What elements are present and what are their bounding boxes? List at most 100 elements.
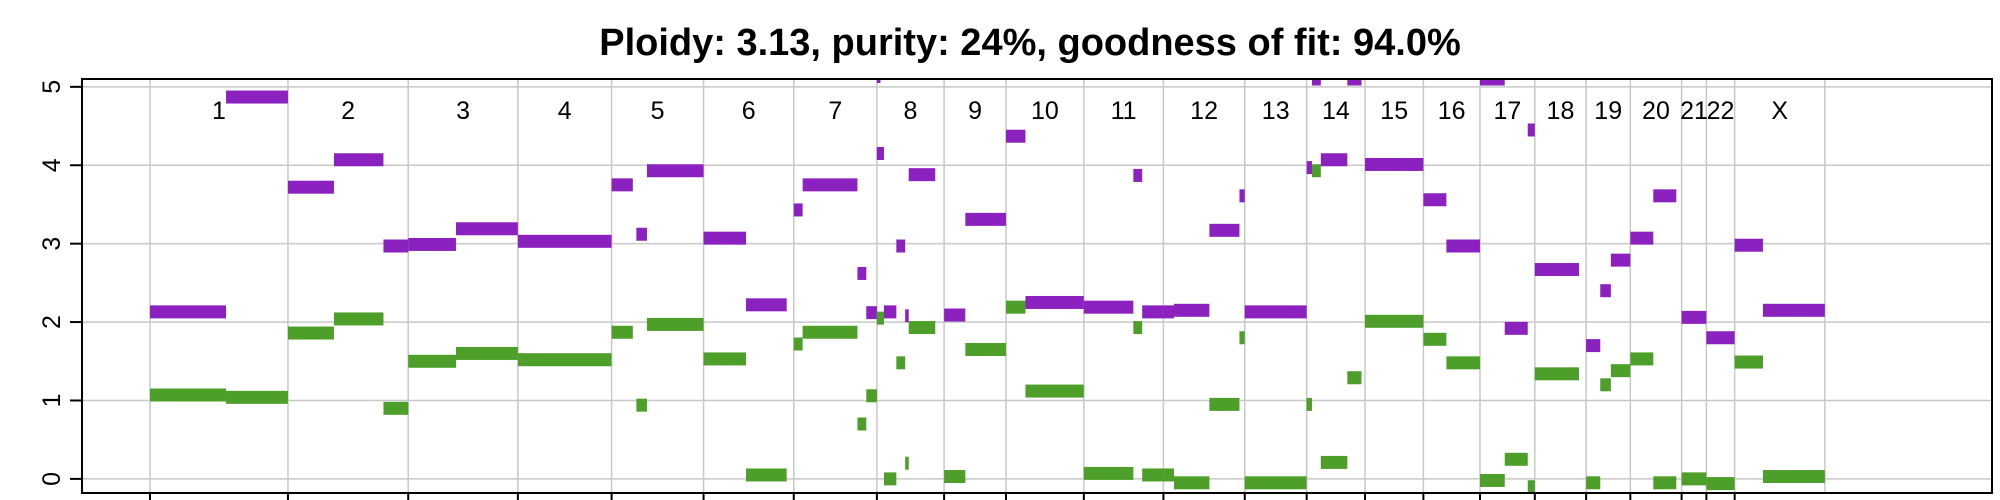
chromosome-label: 9 xyxy=(968,97,982,125)
major-copy-segment xyxy=(802,178,858,192)
y-tick-label: 3 xyxy=(38,237,66,251)
major-copy-segment xyxy=(1163,305,1175,319)
major-copy-segment xyxy=(793,203,803,217)
major-copy-segment xyxy=(896,239,906,253)
major-copy-segment xyxy=(636,227,647,241)
y-tick-label: 1 xyxy=(38,394,66,408)
chromosome-label: 1 xyxy=(212,97,226,125)
major-copy-segment xyxy=(1600,284,1611,298)
minor-copy-segment xyxy=(1311,164,1321,178)
major-copy-segment xyxy=(1762,303,1825,317)
major-copy-segment xyxy=(1320,153,1348,167)
chromosome-label: 8 xyxy=(904,97,918,125)
major-copy-segment xyxy=(1306,161,1312,175)
major-copy-segment xyxy=(905,309,909,323)
chromosome-label: 2 xyxy=(341,97,355,125)
minor-copy-segment xyxy=(1630,352,1654,366)
minor-copy-segment xyxy=(746,468,787,482)
minor-copy-segment xyxy=(1306,397,1312,411)
chromosome-label: 20 xyxy=(1642,97,1670,125)
chromosome-label: 15 xyxy=(1380,97,1408,125)
y-tick-label: 2 xyxy=(38,315,66,329)
minor-copy-segment xyxy=(857,417,867,431)
minor-copy-segment xyxy=(944,470,966,484)
minor-copy-segment xyxy=(1083,466,1134,480)
minor-copy-segment xyxy=(908,321,936,335)
minor-copy-segment xyxy=(1244,476,1307,490)
chromosome-label: 21 xyxy=(1680,97,1708,125)
major-copy-segment xyxy=(1025,295,1084,309)
minor-copy-segment xyxy=(287,326,334,340)
minor-copy-segment xyxy=(793,337,803,351)
minor-copy-segment xyxy=(150,388,227,402)
minor-copy-segment xyxy=(1025,384,1084,398)
major-copy-segment xyxy=(1610,253,1631,267)
major-copy-segment xyxy=(455,222,518,236)
grid-lines xyxy=(82,79,1992,493)
major-copy-segment xyxy=(1527,123,1535,137)
minor-copy-segment xyxy=(1209,397,1240,411)
major-copy-segment xyxy=(333,153,384,167)
minor-copy-segment xyxy=(1133,321,1143,335)
major-copy-segment xyxy=(944,308,966,322)
minor-copy-segment xyxy=(802,325,858,339)
major-copy-segment xyxy=(876,79,881,83)
chromosome-label: 13 xyxy=(1262,97,1290,125)
minor-copy-segment xyxy=(408,354,456,368)
minor-copy-segment xyxy=(1347,371,1362,385)
minor-copy-segment xyxy=(1365,314,1424,328)
minor-copy-segment xyxy=(883,472,897,486)
major-copy-segment xyxy=(287,180,334,194)
minor-copy-segment xyxy=(1174,476,1210,490)
minor-copy-segment xyxy=(1239,331,1245,345)
minor-copy-segment xyxy=(1610,364,1631,378)
major-copy-segment xyxy=(965,212,1007,226)
major-copy-segment xyxy=(1479,79,1505,86)
major-copy-segment xyxy=(876,146,884,160)
major-copy-segment xyxy=(1244,305,1307,319)
minor-copy-segment xyxy=(1006,300,1026,314)
minor-copy-segment xyxy=(866,389,877,403)
minor-copy-segment xyxy=(636,398,647,412)
major-copy-segment xyxy=(226,90,288,104)
chromosome-label: X xyxy=(1771,97,1788,125)
minor-copy-segment xyxy=(1423,332,1447,346)
chromosome-label: 5 xyxy=(651,97,665,125)
major-copy-segment xyxy=(1586,339,1601,353)
minor-copy-segment xyxy=(703,352,747,366)
chromosome-label: 17 xyxy=(1493,97,1521,125)
chromosome-label: 4 xyxy=(558,97,572,125)
chromosome-label: 11 xyxy=(1111,97,1137,125)
major-copy-segment xyxy=(646,164,704,178)
major-copy-segment xyxy=(1423,193,1447,207)
minor-copy-segment xyxy=(1762,470,1825,484)
major-copy-segment xyxy=(383,239,409,253)
minor-copy-segment xyxy=(333,312,384,326)
minor-copy-segment xyxy=(383,401,409,415)
minor-copy-segment xyxy=(1527,480,1535,493)
minor-copy-segment xyxy=(896,356,906,370)
minor-copy-segment xyxy=(1479,473,1505,487)
major-copy-segment xyxy=(1630,231,1654,245)
major-copy-segment xyxy=(703,231,747,245)
major-copy-segment xyxy=(1142,305,1164,319)
major-copy-segment xyxy=(1209,223,1240,237)
chromosome-label: 19 xyxy=(1594,97,1622,125)
minor-copy-segment xyxy=(1734,355,1763,369)
y-tick-label: 0 xyxy=(38,472,66,486)
major-copy-segment xyxy=(1311,79,1321,86)
major-copy-segment xyxy=(1504,321,1528,335)
minor-copy-segment xyxy=(226,390,288,404)
major-copy-segment xyxy=(1734,238,1763,252)
major-copy-segment xyxy=(408,237,456,251)
minor-copy-segment xyxy=(455,346,518,360)
chromosome-label: 22 xyxy=(1707,97,1735,125)
major-copy-segment xyxy=(883,305,897,319)
minor-copy-segment xyxy=(1320,455,1348,469)
major-copy-segment xyxy=(1446,239,1480,253)
minor-copy-segment xyxy=(1163,468,1175,482)
major-copy-segment xyxy=(611,178,633,192)
chromosome-label: 10 xyxy=(1031,97,1059,125)
minor-copy-segment xyxy=(1681,472,1707,486)
